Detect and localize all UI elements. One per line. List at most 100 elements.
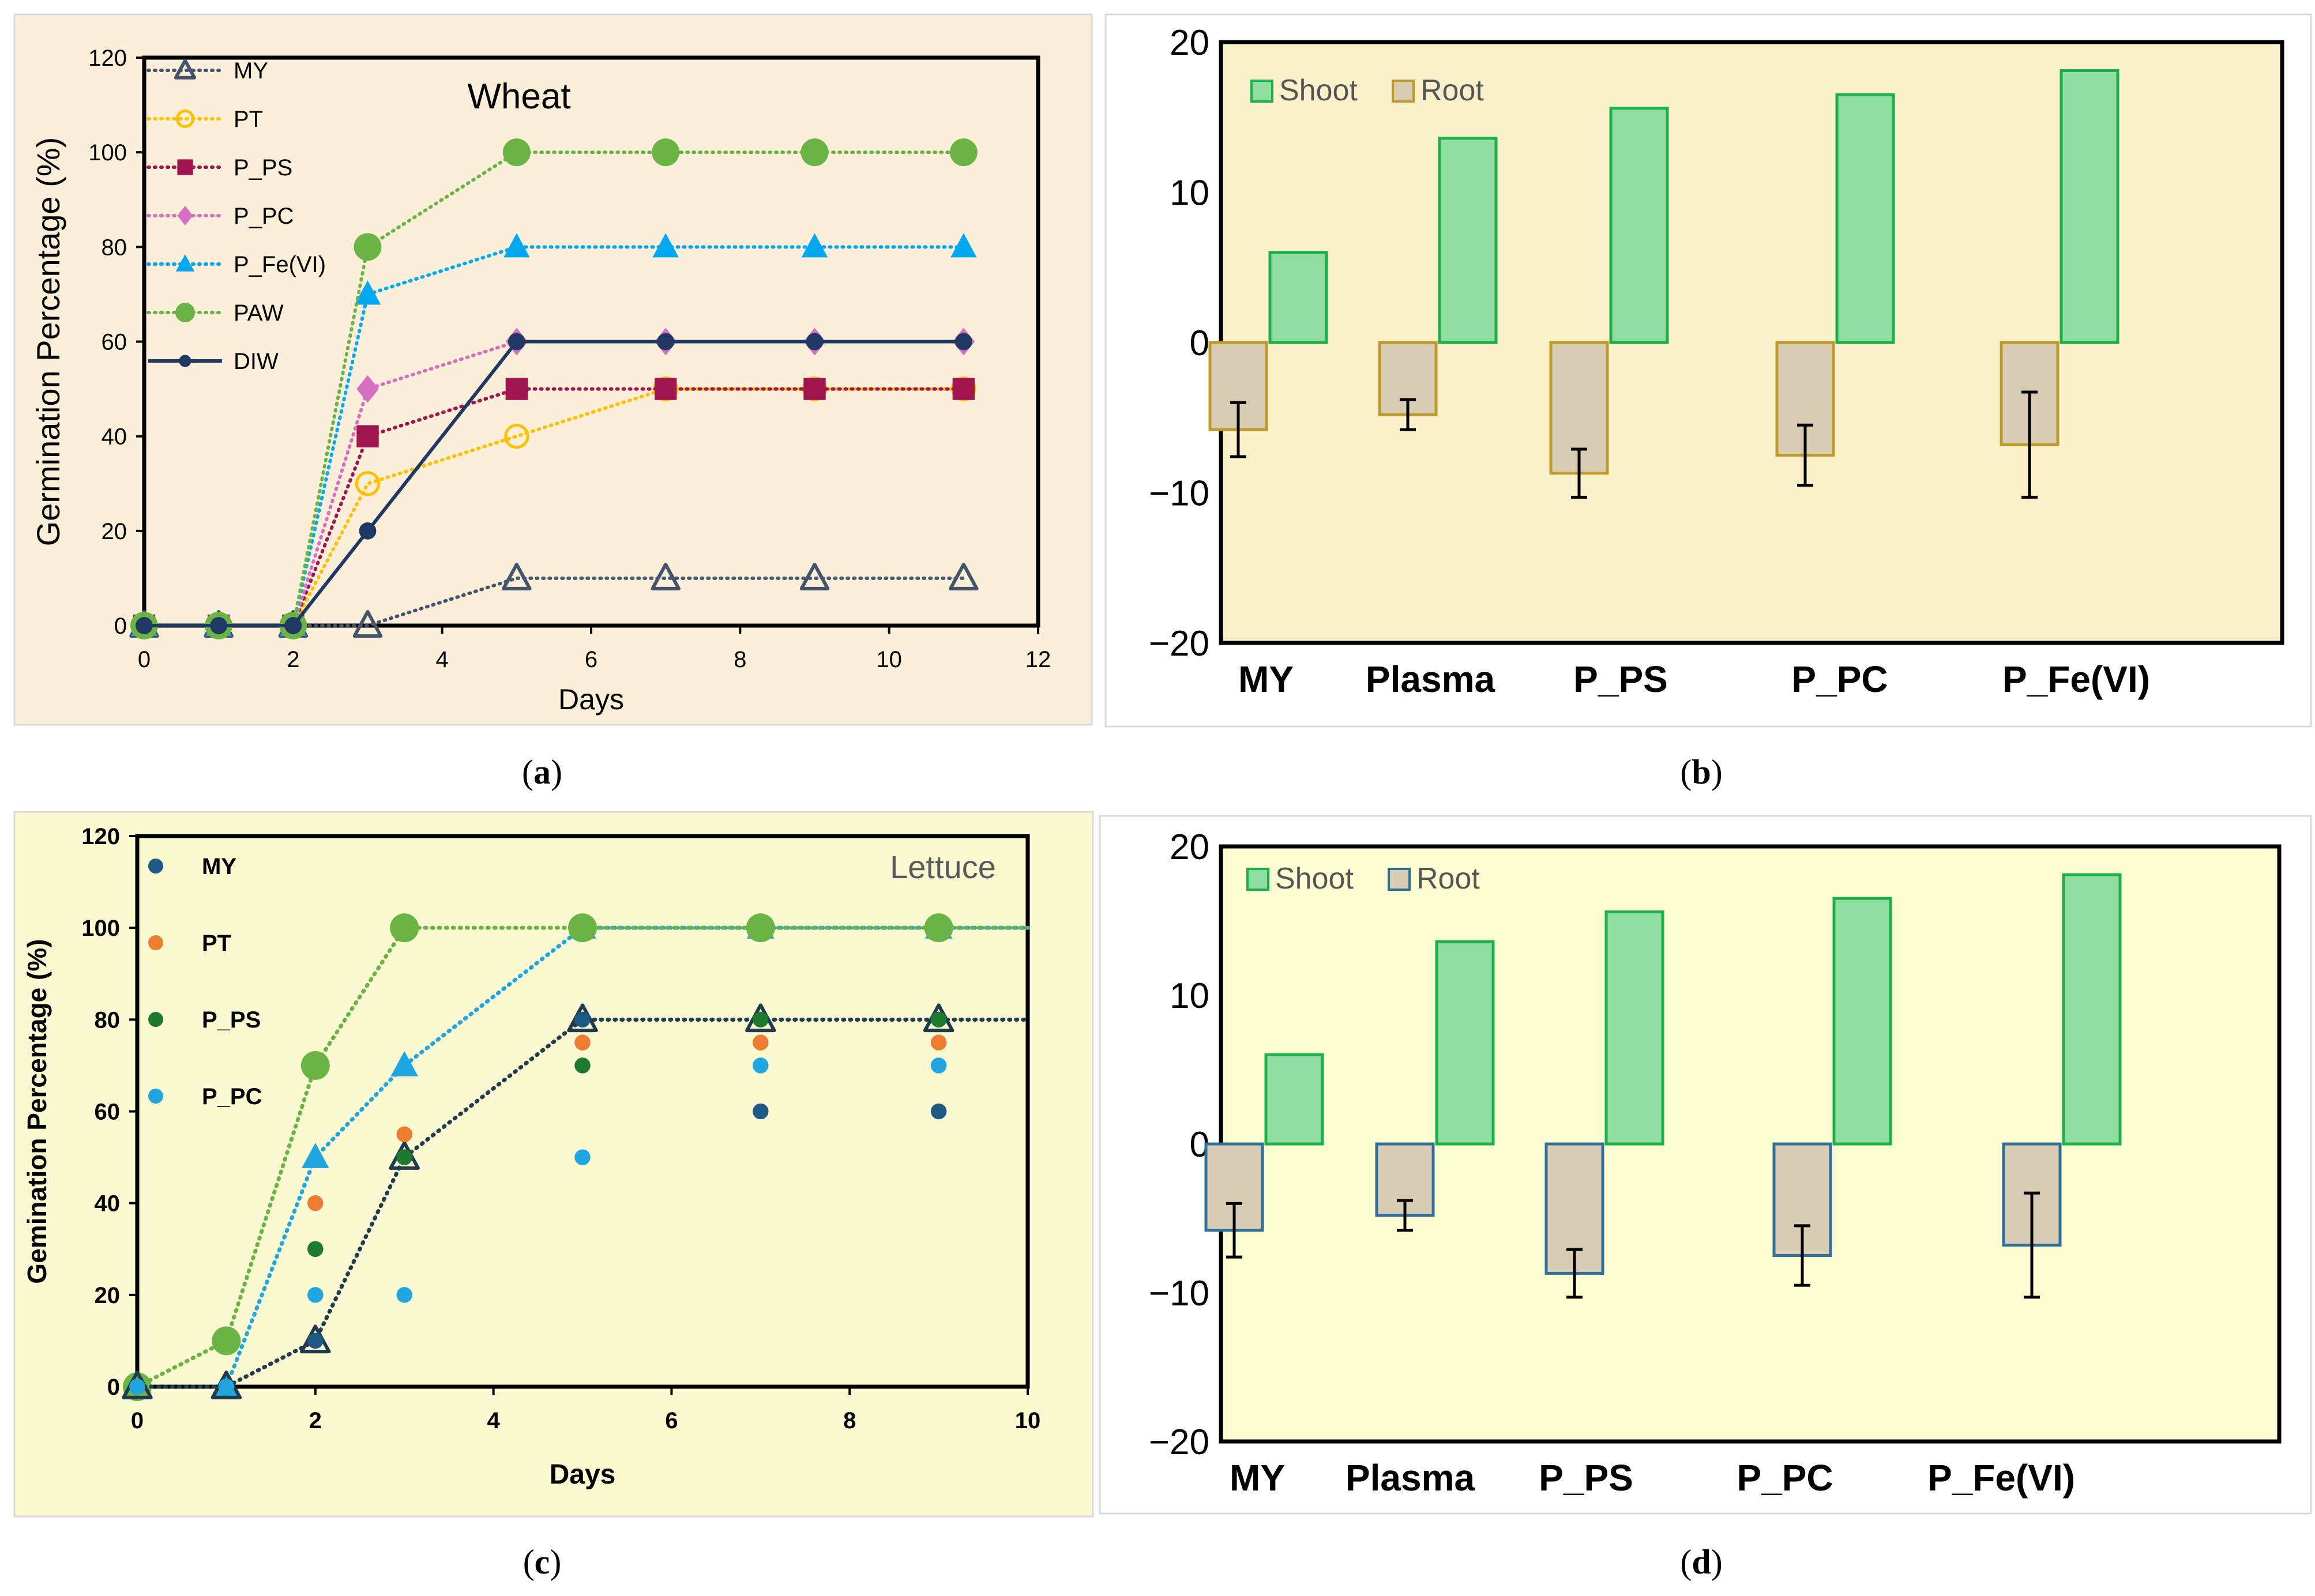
y-tick-label: 10 [1170, 174, 1209, 213]
data-point-paw [354, 233, 382, 261]
x-tick-label: 12 [1025, 647, 1051, 672]
legend-label-pt: PT [234, 107, 263, 132]
bar-shoot-plasma [1438, 137, 1498, 344]
bar-shoot-plasma [1435, 940, 1495, 1146]
legend-label-p-pc: P_PC [202, 1084, 262, 1109]
y-tick-label: 80 [102, 235, 127, 260]
data-point-diw [359, 522, 377, 540]
series-line-my [142, 576, 965, 627]
data-point-my [574, 1011, 591, 1028]
legend-marker-diw [179, 355, 191, 367]
data-point-pt [574, 1034, 591, 1051]
y-tick-label: 120 [88, 46, 127, 71]
bar-shoot-my [1268, 251, 1328, 344]
data-point-my [949, 562, 979, 590]
bar-shoot-p-ps [1609, 107, 1669, 344]
y-tick-label: 40 [102, 424, 127, 450]
legend-label-shoot: Shoot [1275, 862, 1354, 895]
legend-label-diw: DIW [234, 349, 279, 374]
bar-shoot-p-pc [1835, 93, 1895, 344]
data-point-p-ps [307, 1241, 324, 1257]
x-tick-label: 6 [665, 1408, 678, 1433]
x-tick-label: 8 [843, 1408, 856, 1433]
legend-marker-p-ps [177, 159, 193, 175]
category-label-my: MY [1230, 1457, 1285, 1499]
legend-label-p-pc: P_PC [234, 204, 294, 229]
y-tick-label: −10 [1149, 1274, 1209, 1313]
y-tick-label: 100 [88, 140, 127, 165]
data-point-p-ps [574, 1057, 591, 1074]
data-point-p-fe-vi [302, 1143, 329, 1168]
data-point-diw [954, 333, 972, 351]
bar-shoot-p-fe-vi [2062, 873, 2122, 1146]
data-point-paw [924, 913, 953, 943]
caption-a: (a) [522, 753, 562, 791]
legend-label-shoot: Shoot [1279, 74, 1358, 107]
x-axis-label: Days [558, 683, 624, 716]
data-point-p-ps [803, 378, 826, 400]
data-point-my [502, 562, 532, 590]
x-tick-label: 2 [309, 1408, 322, 1433]
category-label-p-ps: P_PS [1573, 658, 1668, 700]
y-tick-label: 120 [81, 824, 120, 849]
legend-label-root: Root [1420, 74, 1484, 107]
data-point-diw [136, 617, 153, 634]
y-tick-label: 0 [1190, 323, 1209, 363]
data-point-p-ps [952, 378, 975, 400]
legend-marker-my [174, 59, 197, 80]
y-tick-label: 100 [81, 916, 120, 941]
category-label-p-fe-vi: P_Fe(VI) [1927, 1457, 2075, 1499]
caption-d: (d) [1680, 1543, 1723, 1581]
data-point-pt [396, 1126, 412, 1143]
data-point-paw [652, 138, 680, 167]
legend-marker-p-ps [148, 1012, 163, 1027]
data-point-p-ps [505, 378, 528, 400]
y-tick-label: 0 [114, 613, 127, 639]
series-line-p-fe-vi [142, 245, 965, 627]
chart-wheat-length-change: −20 −10 0 10 20 MY Plasma P_PS P_PC P_Fe(VI) Shoot… [1104, 13, 2312, 728]
bar-shoot-p-fe-vi [2060, 69, 2119, 344]
legend-label-p-ps: P_PS [202, 1007, 261, 1033]
chart-lettuce-germination: 0 20 40 60 80 100 120 0 2 4 6 8 10 Days Gemination Per… [13, 811, 1094, 1518]
data-point-pt [753, 1034, 769, 1051]
x-axis-label: Days [550, 1459, 616, 1490]
y-tick-label: 10 [1170, 976, 1209, 1016]
data-point-p-fe-vi [503, 233, 530, 258]
chart-area-background [13, 13, 1093, 726]
data-point-p-pc [307, 1287, 324, 1303]
data-point-paw [212, 1326, 241, 1356]
series-line-diw [135, 1017, 1030, 1389]
chart-title: Wheat [467, 77, 570, 116]
legend-marker-my [148, 859, 163, 874]
y-tick-label: 80 [95, 1007, 121, 1033]
legend-swatch-shoot [1250, 80, 1273, 103]
legend-label-root: Root [1416, 862, 1480, 895]
data-point-diw [657, 333, 675, 351]
data-point-paw [300, 1051, 330, 1080]
data-point-paw [801, 138, 829, 167]
legend-swatch-root [1392, 80, 1415, 103]
x-tick-label: 0 [131, 1408, 144, 1433]
x-tick-label: 2 [287, 647, 299, 672]
legend-marker-p-pc [177, 206, 193, 225]
data-point-p-ps [930, 1011, 947, 1028]
category-label-plasma: Plasma [1366, 658, 1495, 700]
data-point-p-fe-vi [950, 233, 977, 258]
legend-label-p-fe-vi: P_Fe(VI) [234, 252, 326, 277]
data-point-paw [390, 913, 419, 943]
y-axis-label: Gemination Percentage (%) [22, 939, 52, 1283]
legend-label-pt: PT [202, 931, 231, 956]
series-line-pt [142, 387, 965, 627]
x-tick-label: 10 [876, 647, 902, 672]
y-tick-label: −20 [1149, 624, 1209, 664]
data-point-p-fe-vi [354, 280, 381, 305]
caption-c: (c) [523, 1543, 562, 1581]
series-line-paw [142, 150, 965, 627]
legend-swatch-shoot [1246, 868, 1269, 891]
y-tick-label: 20 [1170, 827, 1209, 867]
legend-label-p-ps: P_PS [234, 155, 292, 180]
data-point-my [307, 1332, 324, 1349]
x-tick-label: 4 [487, 1408, 500, 1433]
y-tick-label: 20 [102, 519, 127, 544]
legend-marker-p-pc [148, 1089, 163, 1104]
